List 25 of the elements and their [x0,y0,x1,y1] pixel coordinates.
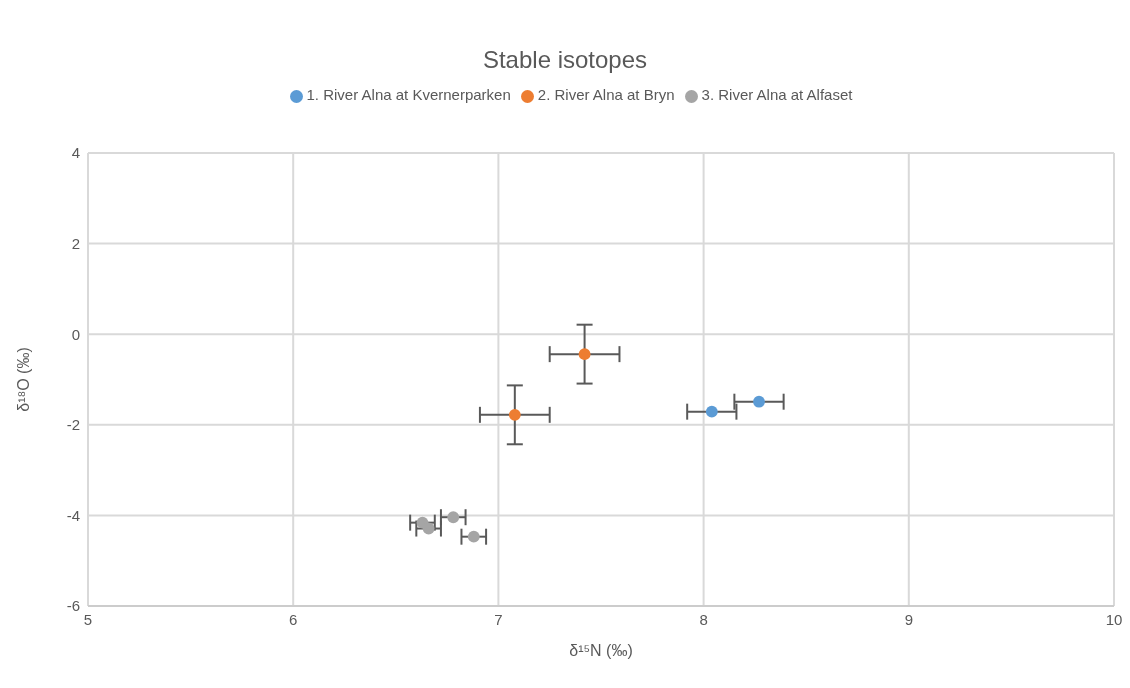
y-tick-label: 2 [71,234,80,252]
x-tick-label: 8 [699,610,708,628]
point [447,511,460,524]
y-axis-title: δ¹⁸O (‰) [14,347,32,412]
legend-label: 2. River Alna at Bryn [537,86,675,103]
x-tick-label: 10 [1105,610,1123,628]
y-tick-label: -6 [66,597,80,615]
x-tick-label: 7 [494,610,503,628]
x-tick-label: 5 [83,610,93,628]
x-tick-label: 6 [289,610,298,628]
point [578,348,591,361]
legend-label: 3. River Alna at Alfaset [701,86,853,103]
x-axis-title: δ¹⁵N (‰) [569,642,633,659]
point [508,408,521,421]
chart-title: Stable isotopes [481,45,649,75]
point [422,522,435,535]
point [705,405,718,418]
y-tick-label: 0 [71,325,80,343]
legend-label: 1. River Alna at Kvernerparken [306,86,511,103]
y-tick-label: 4 [71,144,80,162]
y-tick-label: -2 [66,416,80,434]
x-tick-label: 9 [904,610,913,628]
point [467,530,480,543]
point [753,395,765,408]
y-tick-label: -4 [66,506,80,524]
